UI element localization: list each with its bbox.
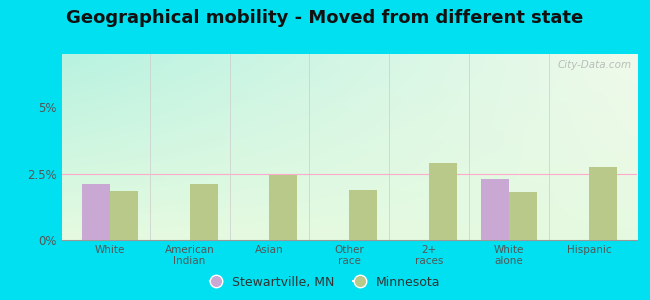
Bar [481,179,509,240]
Text: Geographical mobility - Moved from different state: Geographical mobility - Moved from diffe… [66,9,584,27]
Bar [190,184,218,240]
Bar [82,184,110,240]
Text: City-Data.com: City-Data.com [557,60,631,70]
Bar [270,175,298,240]
Bar [509,192,537,240]
Bar [429,163,457,240]
Legend: Stewartville, MN, Minnesota: Stewartville, MN, Minnesota [205,271,445,294]
Bar [589,167,617,240]
Bar [350,190,378,240]
Bar [110,191,138,240]
